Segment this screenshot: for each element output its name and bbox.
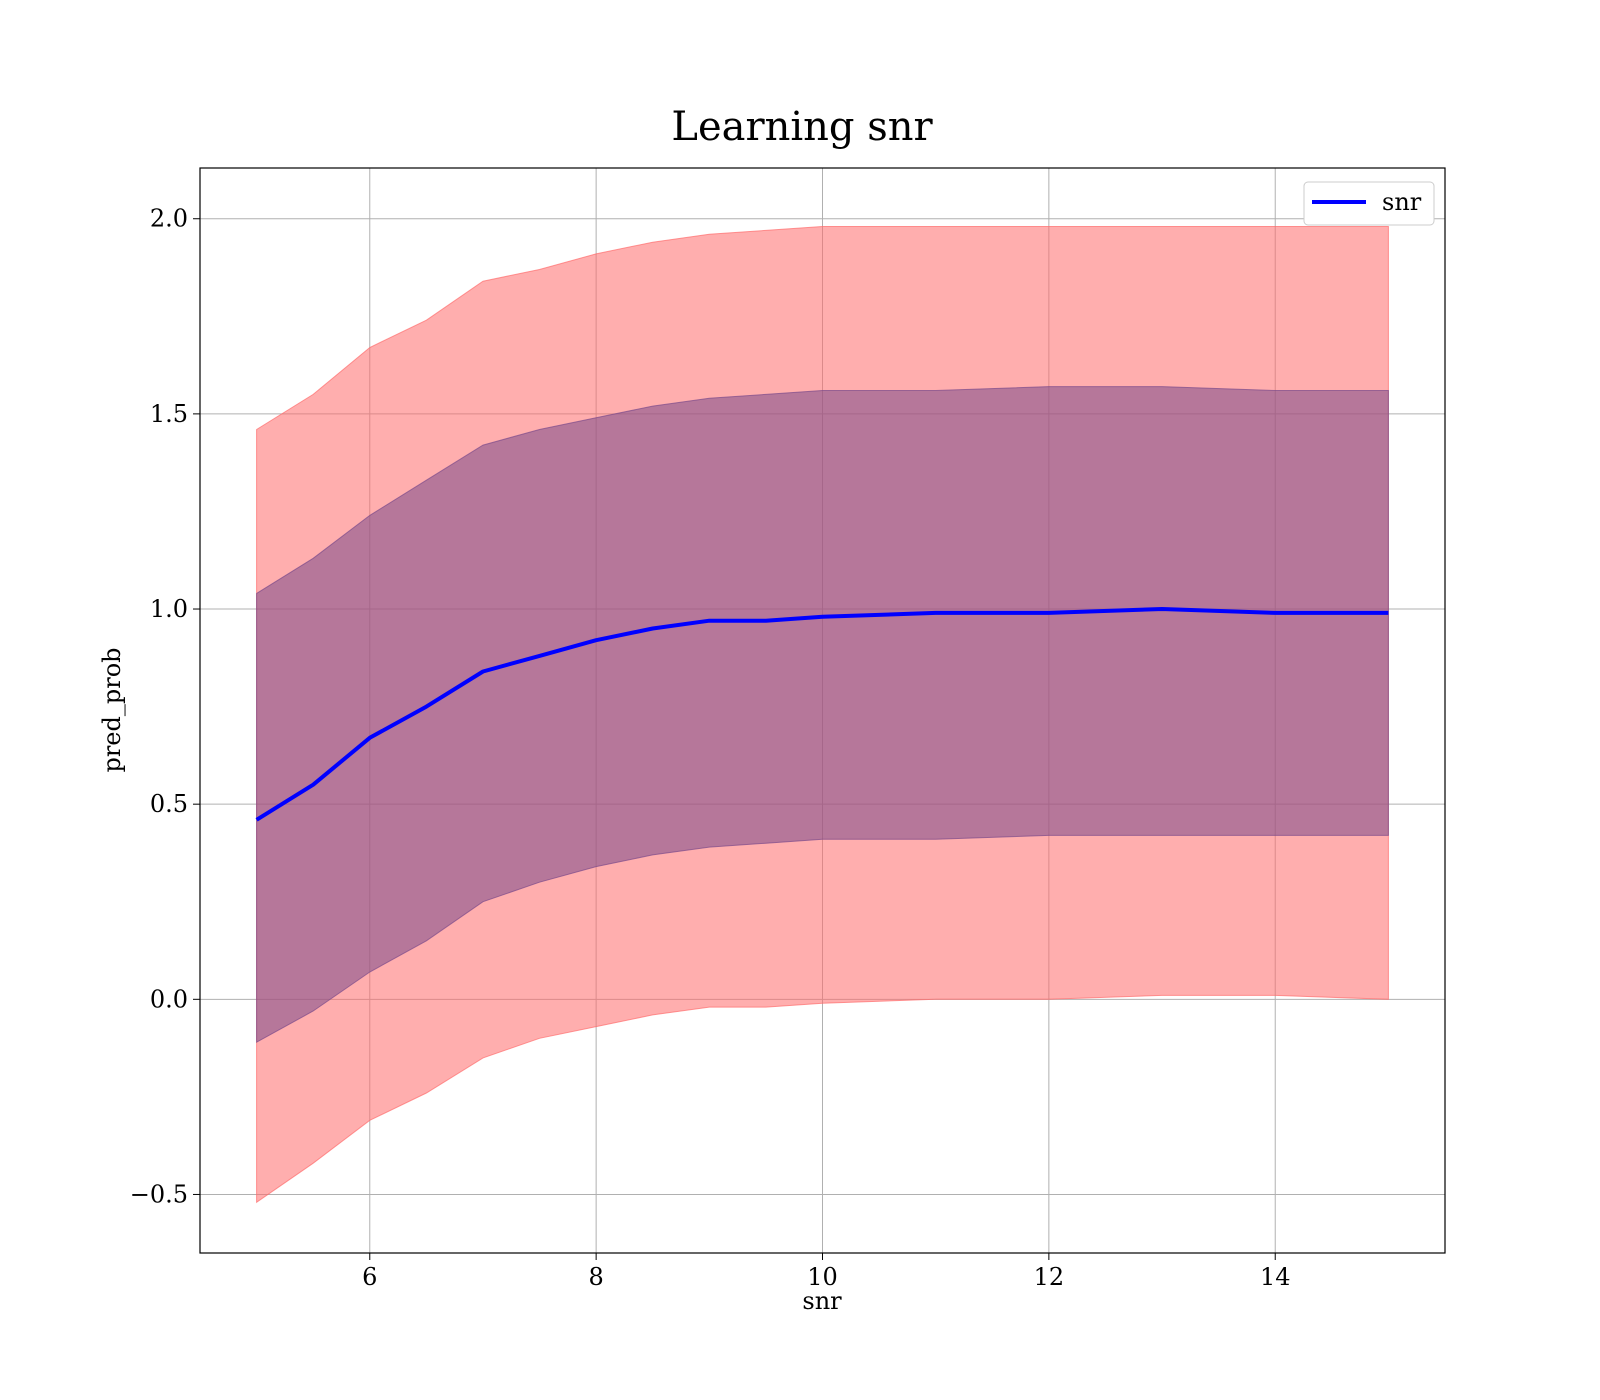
y-tick-label-3: 1.0 — [150, 595, 188, 623]
y-tick-label-5: 2.0 — [150, 205, 188, 233]
x-tick-label-4: 14 — [1260, 1263, 1291, 1291]
series-lines — [255, 607, 1389, 822]
confidence-band-1 — [256, 386, 1389, 1044]
confidence-bands — [256, 226, 1389, 1204]
y-tick-label-2: 0.5 — [150, 790, 188, 818]
x-tick-label-1: 8 — [588, 1263, 603, 1291]
y-tick-label-4: 1.5 — [150, 400, 188, 428]
y-axis-ticks: −0.5 0.0 0.5 1.0 1.5 2.0 — [130, 205, 200, 1208]
y-axis-label: pred_prob — [98, 647, 126, 772]
x-tick-label-0: 6 — [362, 1263, 377, 1291]
y-tick-label-0: −0.5 — [130, 1180, 188, 1208]
x-tick-label-2: 10 — [807, 1263, 838, 1291]
x-axis-ticks: 6 8 10 12 14 — [362, 1253, 1291, 1291]
chart-title: Learning snr — [671, 104, 933, 150]
x-tick-label-3: 12 — [1034, 1263, 1065, 1291]
legend: snr — [1303, 181, 1435, 226]
series-line-0 — [255, 607, 1389, 822]
legend-label-snr: snr — [1382, 188, 1422, 216]
legend-box — [1303, 181, 1435, 226]
x-axis-label: snr — [802, 1287, 842, 1315]
y-tick-label-1: 0.0 — [150, 985, 188, 1013]
